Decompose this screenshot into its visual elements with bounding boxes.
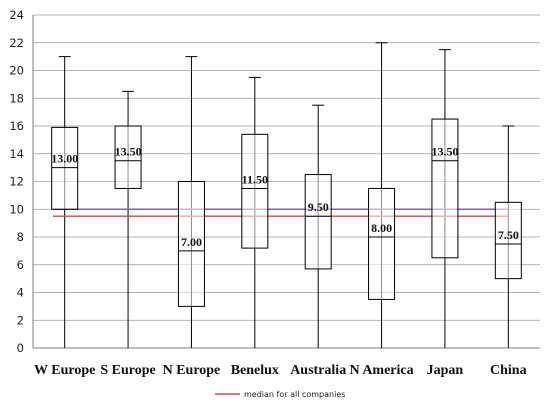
median-label: 11.50: [242, 172, 268, 186]
median-label: 13.50: [115, 145, 142, 159]
y-tick-label: 10: [9, 202, 24, 216]
median-label: 13.00: [51, 152, 78, 166]
box: [431, 118, 459, 259]
box: [368, 187, 396, 300]
y-tick-label: 0: [17, 341, 24, 355]
box: [177, 181, 205, 307]
x-category-label: S Europe: [100, 363, 155, 378]
y-tick-label: 4: [17, 286, 24, 300]
x-category-label: Japan: [427, 363, 464, 378]
box: [114, 125, 142, 189]
median-label: 9.50: [308, 200, 329, 214]
median-label: 7.00: [181, 235, 202, 249]
y-tick-label: 24: [9, 8, 24, 22]
y-tick-label: 16: [9, 119, 24, 133]
y-tick-label: 22: [9, 36, 24, 50]
y-tick-label: 14: [9, 147, 24, 161]
median-label: 13.50: [431, 145, 458, 159]
box: [51, 126, 79, 210]
y-tick-label: 6: [17, 258, 24, 272]
y-tick-label: 8: [17, 230, 24, 244]
x-category-label: Australia: [290, 363, 346, 378]
x-category-label: China: [490, 363, 527, 378]
y-tick-label: 18: [9, 91, 24, 105]
x-category-label: N Europe: [163, 363, 221, 378]
y-tick-label: 2: [17, 313, 24, 327]
y-tick-label: 12: [9, 175, 24, 189]
box: [304, 174, 332, 270]
box: [241, 133, 269, 249]
median-label: 7.50: [498, 228, 519, 242]
legend-label: median for all companies: [244, 390, 345, 399]
box: [494, 201, 522, 280]
x-category-label: Benelux: [231, 363, 279, 378]
median-label: 8.00: [371, 221, 392, 235]
x-category-label: W Europe: [34, 363, 95, 378]
y-tick-label: 20: [9, 64, 24, 78]
x-category-label: N America: [349, 363, 413, 378]
